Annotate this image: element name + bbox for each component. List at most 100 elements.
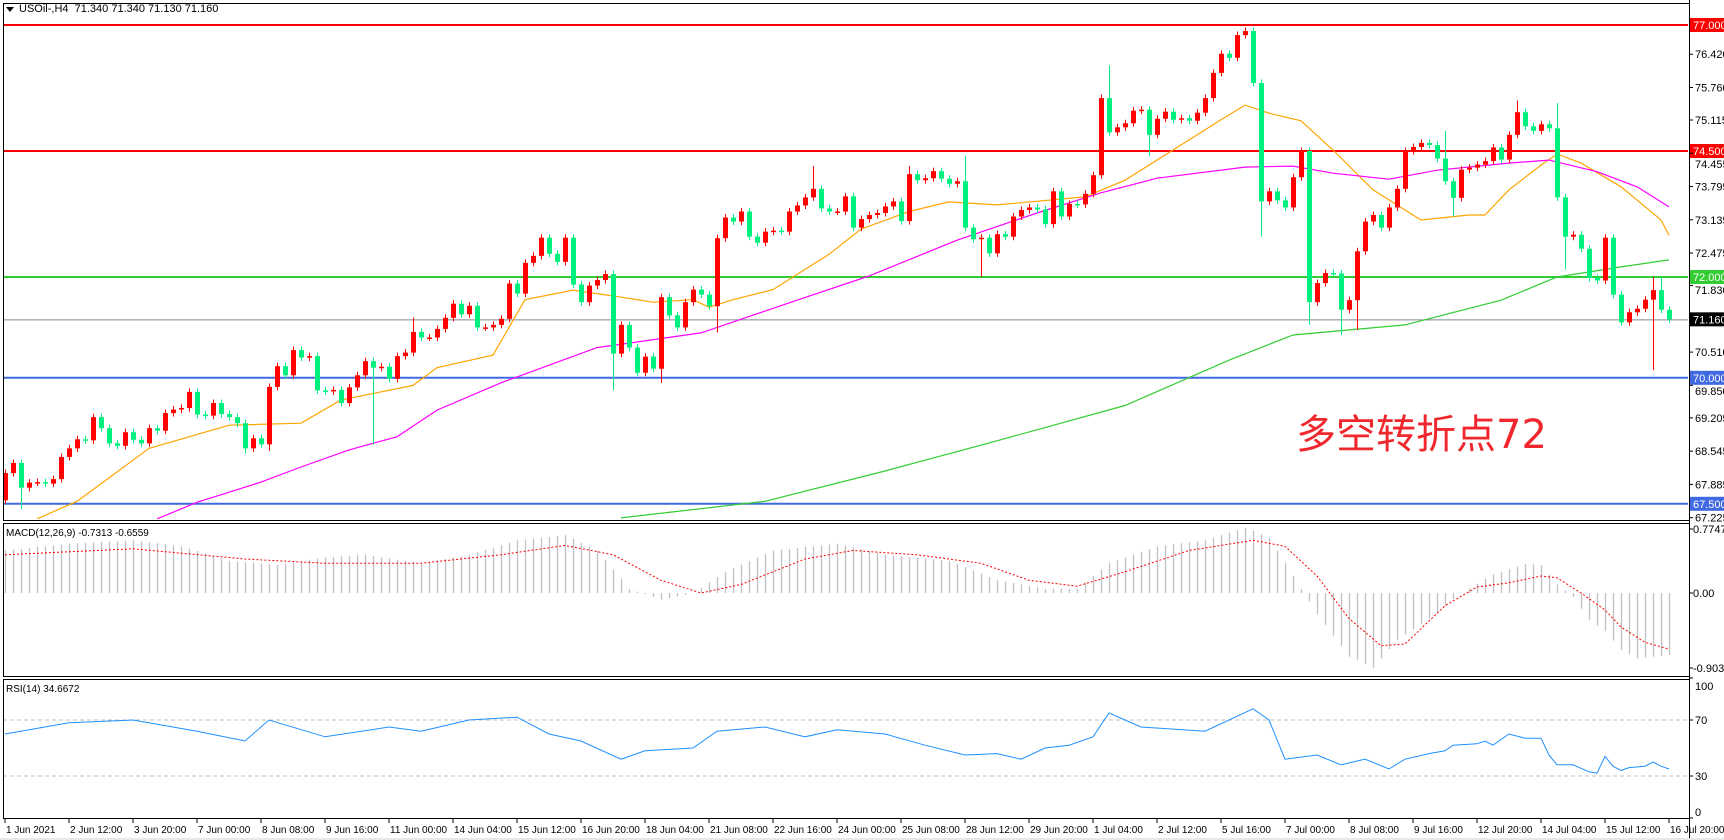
candle-body xyxy=(1515,112,1520,135)
candle-body xyxy=(299,350,304,358)
candle-body xyxy=(1203,98,1208,113)
candle xyxy=(899,197,904,225)
candle xyxy=(1443,130,1448,185)
candle-body xyxy=(1467,167,1472,170)
dropdown-triangle-icon[interactable] xyxy=(6,6,14,12)
candle-body xyxy=(651,356,656,369)
candle xyxy=(1627,308,1632,326)
candle-body xyxy=(1427,142,1432,145)
candle-body xyxy=(227,414,232,418)
candle-body xyxy=(1211,72,1216,99)
candle-body xyxy=(779,230,784,233)
candle-body xyxy=(1419,142,1424,147)
candle-body xyxy=(1643,299,1648,309)
candle xyxy=(123,428,128,450)
candle-body xyxy=(579,284,584,303)
candle xyxy=(43,478,48,488)
candle xyxy=(683,298,688,331)
candle-body xyxy=(219,403,224,415)
candle-body xyxy=(699,289,704,295)
time-axis-label: 8 Jul 08:00 xyxy=(1350,825,1399,836)
candle-body xyxy=(203,414,208,417)
candle-body xyxy=(283,366,288,376)
candle xyxy=(723,214,728,242)
time-axis-label: 8 Jun 08:00 xyxy=(262,825,315,836)
candle xyxy=(1595,274,1600,285)
candle xyxy=(99,413,104,432)
candle xyxy=(579,281,584,306)
candle xyxy=(587,282,592,306)
price-level-label-box xyxy=(1690,18,1724,32)
time-axis-label: 14 Jun 04:00 xyxy=(454,825,512,836)
candle xyxy=(139,436,144,447)
candle-body xyxy=(187,391,192,409)
candle xyxy=(1163,108,1168,123)
annotation-text: 多空转折点72 xyxy=(1296,412,1547,458)
symbol-label: USOil-,H4 xyxy=(19,3,69,15)
candle xyxy=(979,234,984,277)
time-axis-label: 1 Jun 2021 xyxy=(6,825,56,836)
candle-body xyxy=(771,230,776,233)
candle-body xyxy=(1603,237,1608,281)
candle xyxy=(1515,100,1520,139)
candle xyxy=(1155,115,1160,139)
candle xyxy=(1139,106,1144,115)
candle-body xyxy=(1435,144,1440,159)
candle-body xyxy=(1651,290,1656,300)
candle xyxy=(1123,119,1128,131)
candle-body xyxy=(883,206,888,213)
price-level-label: 67.500 xyxy=(1693,499,1724,511)
candle-body xyxy=(379,366,384,369)
candle xyxy=(1043,205,1048,228)
time-axis-label: 14 Jul 04:00 xyxy=(1542,825,1597,836)
candle xyxy=(1219,50,1224,77)
candle-body xyxy=(1387,207,1392,228)
candle-body xyxy=(355,375,360,388)
candle xyxy=(451,300,456,322)
candle-body xyxy=(635,347,640,373)
candle-body xyxy=(1563,197,1568,237)
candle-body xyxy=(195,391,200,415)
candle-body xyxy=(467,305,472,315)
candle xyxy=(1083,190,1088,208)
candle xyxy=(563,234,568,266)
candle xyxy=(1131,107,1136,127)
candle-body xyxy=(1099,98,1104,176)
candle-body xyxy=(603,273,608,281)
candle xyxy=(1299,147,1304,181)
candle xyxy=(523,259,528,298)
candle-body xyxy=(1443,158,1448,182)
candle-body xyxy=(59,456,64,480)
candle-body xyxy=(667,297,672,316)
candle-body xyxy=(1459,169,1464,198)
candle xyxy=(323,386,328,395)
candle xyxy=(595,276,600,290)
time-axis-label: 16 Jun 20:00 xyxy=(582,825,640,836)
candle-body xyxy=(963,181,968,228)
candle xyxy=(1059,187,1064,221)
candle xyxy=(211,399,216,420)
macd-panel xyxy=(4,527,1671,668)
candle-body xyxy=(1011,216,1016,237)
candle-body xyxy=(1635,308,1640,313)
candle xyxy=(339,386,344,407)
candle-body xyxy=(1187,118,1192,121)
candle xyxy=(1283,196,1288,211)
candle xyxy=(1315,279,1320,306)
candle xyxy=(1347,296,1352,314)
candle-body xyxy=(723,217,728,239)
candle-body xyxy=(899,201,904,222)
time-axis-label: 5 Jul 16:00 xyxy=(1222,825,1271,836)
candle-body xyxy=(867,215,872,220)
candle xyxy=(1011,212,1016,241)
candle xyxy=(1003,230,1008,241)
candle xyxy=(675,311,680,331)
candle-body xyxy=(1355,251,1360,301)
candle xyxy=(531,252,536,267)
candle-body xyxy=(1035,207,1040,210)
candle-body xyxy=(1315,283,1320,303)
candle-body xyxy=(571,237,576,285)
candle xyxy=(1243,27,1248,39)
candle xyxy=(1027,203,1032,214)
